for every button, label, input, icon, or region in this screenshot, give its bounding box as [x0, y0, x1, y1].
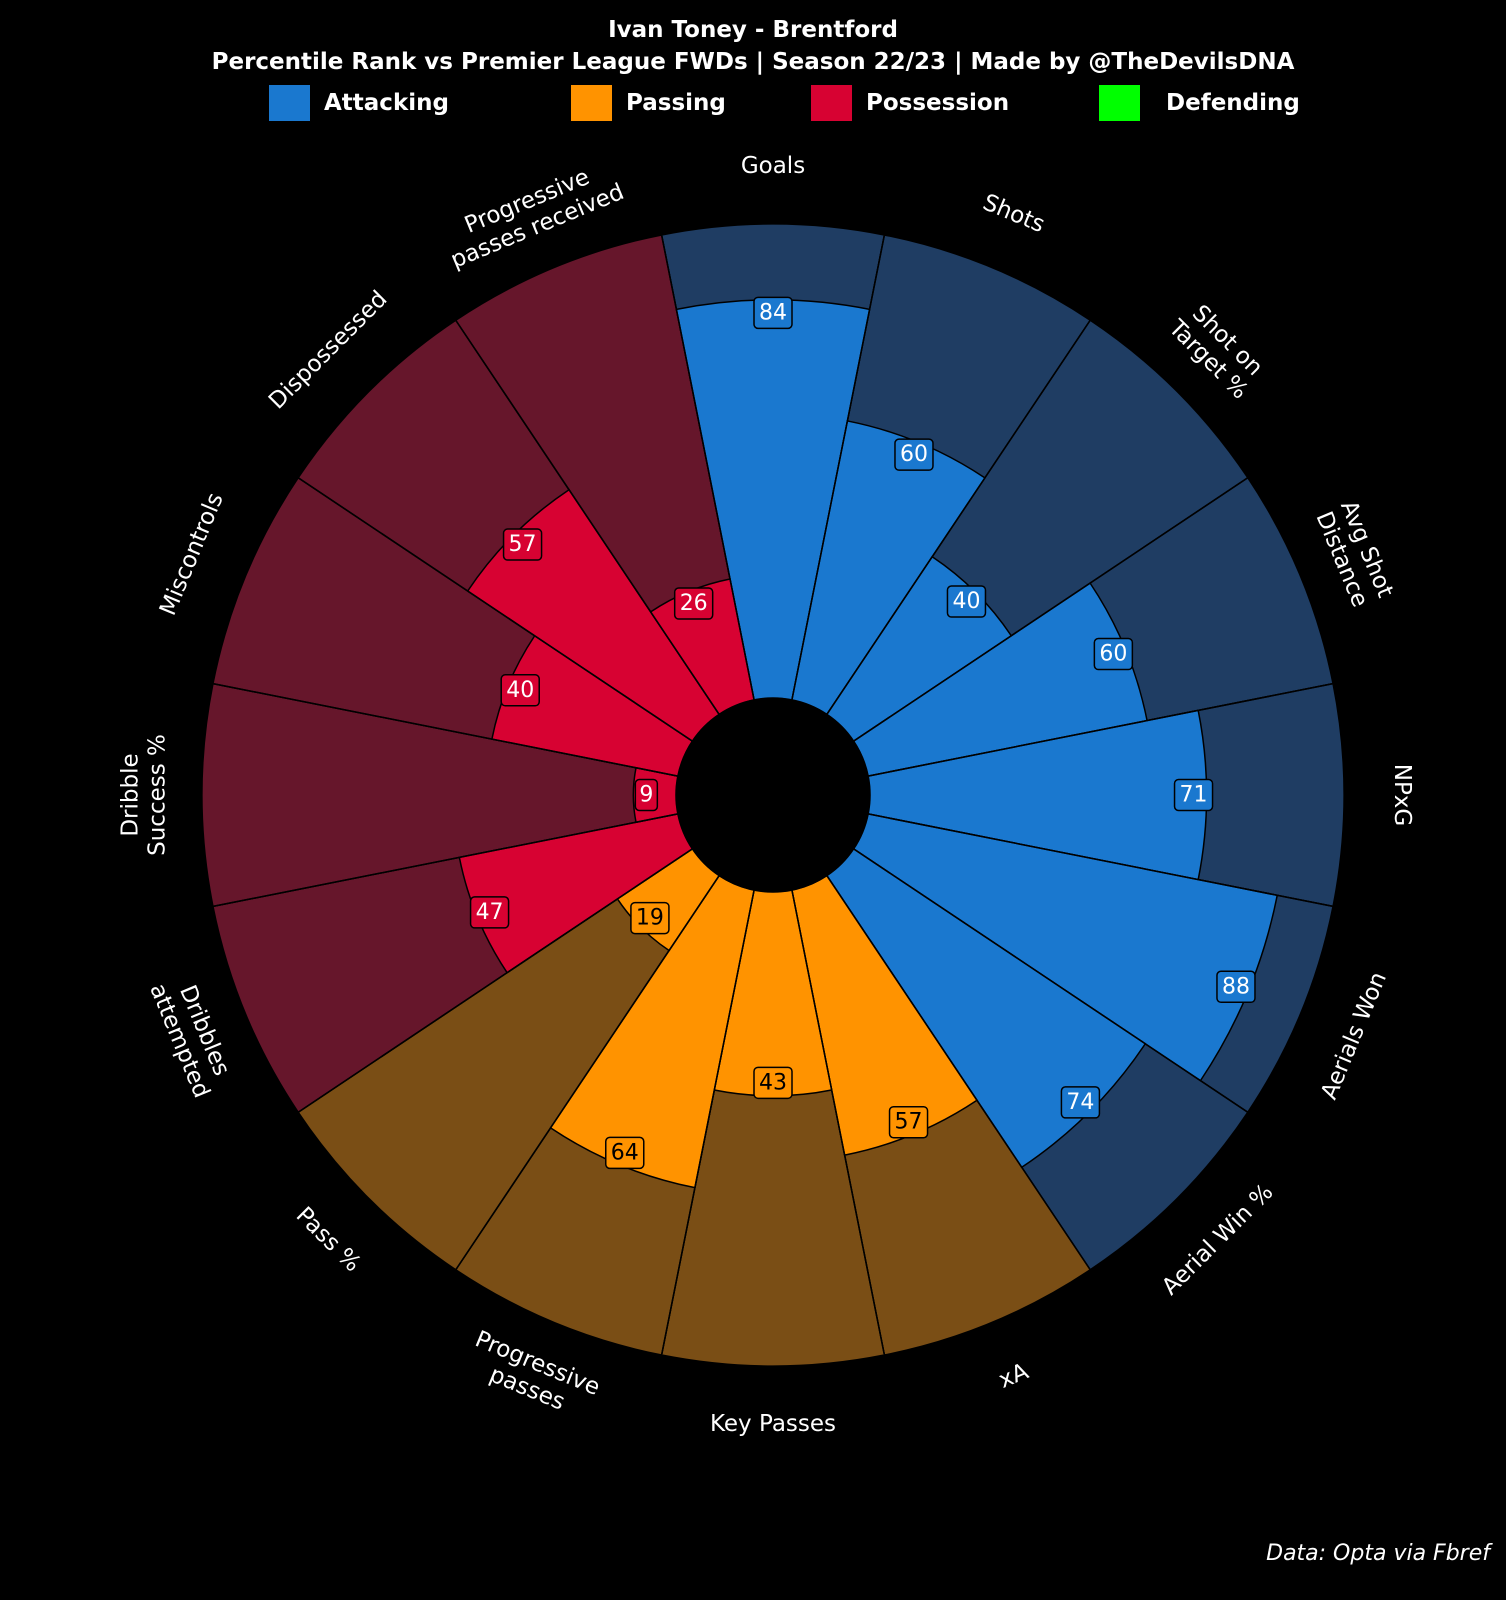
value-label-goals: 84: [753, 296, 793, 330]
value-label-aerials-won: 88: [1216, 970, 1256, 1004]
value-label-text: 43: [759, 1070, 787, 1095]
divider-line: [212, 682, 679, 777]
value-label-text: 60: [900, 442, 928, 467]
legend-swatch-passing: [571, 85, 612, 121]
value-label-key-passes: 43: [753, 1066, 793, 1100]
category-label-xa: xA: [995, 1358, 1032, 1393]
legend-swatch-possession: [811, 85, 852, 121]
legend-label-defending: Defending: [1166, 90, 1300, 116]
value-label-box: [469, 896, 510, 929]
value-label-box: [673, 587, 714, 620]
legend-swatch-attacking: [269, 85, 310, 121]
value-label-dispossessed: 57: [502, 528, 543, 561]
center-hole: [675, 697, 871, 893]
value-label-text: 84: [759, 300, 787, 325]
value-label-shot-on-target: 40: [946, 585, 987, 618]
value-label-text: 88: [1222, 974, 1250, 999]
value-label-shots: 60: [894, 438, 934, 471]
category-label-dribble-success: DribbleSuccess %: [118, 734, 171, 856]
divider-line: [853, 477, 1249, 742]
value-label-box: [500, 674, 540, 707]
legend-swatch-defending: [1099, 85, 1140, 121]
value-label-text: 57: [895, 1110, 923, 1135]
value-label-text: 74: [1066, 1090, 1094, 1115]
divider-line: [867, 682, 1334, 777]
value-label-box: [894, 438, 934, 471]
value-label-miscontrols: 40: [500, 674, 540, 707]
category-label-shot-on-target: Shot onTarget %: [1163, 295, 1272, 404]
legend: Attacking Passing Possession Defending: [0, 85, 1506, 121]
legend-item-attacking: Attacking: [269, 85, 449, 121]
category-label-pass: Pass %: [291, 1202, 366, 1277]
legend-label-possession: Possession: [866, 90, 1010, 116]
value-label-dribble-success: 9: [634, 778, 659, 812]
value-label-avg-shot-distance: 60: [1093, 637, 1134, 671]
value-label-text: 26: [680, 591, 708, 616]
legend-item-defending: Defending: [1099, 85, 1300, 121]
legend-label-attacking: Attacking: [324, 90, 449, 116]
category-label-goals: Goals: [741, 153, 805, 179]
category-label-aerials-won: Aerials Won: [1316, 968, 1392, 1103]
divider-line: [297, 848, 693, 1113]
value-label-xa: 57: [888, 1105, 929, 1139]
divider-line: [297, 477, 693, 742]
value-label-text: 47: [476, 900, 504, 925]
value-label-text: 71: [1180, 783, 1208, 808]
category-label-avg-shot-distance: Avg ShotDistance: [1310, 497, 1398, 612]
value-label-aerial-win: 74: [1060, 1086, 1101, 1119]
value-label-box: [1216, 970, 1256, 1004]
value-label-box: [753, 296, 793, 330]
category-label-progressive-passes: Progressivepasses: [461, 1326, 604, 1426]
divider-line: [826, 319, 1091, 715]
value-label-text: 60: [1099, 642, 1127, 667]
legend-item-passing: Passing: [571, 85, 726, 121]
value-label-pass: 19: [630, 901, 670, 935]
value-label-text: 64: [611, 1140, 639, 1165]
chart-title: Ivan Toney - Brentford: [608, 17, 898, 43]
legend-item-possession: Possession: [811, 85, 1009, 121]
chart-subtitle: Percentile Rank vs Premier League FWDs |…: [211, 49, 1295, 75]
chart-header: Ivan Toney - Brentford Percentile Rank v…: [0, 14, 1506, 78]
value-label-box: [1173, 778, 1214, 812]
value-label-text: 57: [509, 532, 537, 557]
divider-line: [660, 889, 755, 1356]
category-label-shots: Shots: [979, 190, 1048, 239]
value-label-dribbles-attempted: 47: [469, 896, 510, 929]
divider-line: [455, 319, 720, 715]
divider-line: [867, 813, 1334, 908]
value-label-box: [946, 585, 987, 618]
value-labels: 84 60 40 60 71 88 74 57 43 64 19 47 9 40 57 26: [469, 296, 1256, 1170]
category-label-dribbles-attempted: Dribblesattempted: [144, 970, 239, 1102]
value-label-box: [502, 528, 543, 561]
divider-lines: [212, 234, 1334, 1356]
value-label-text: 9: [639, 783, 653, 808]
value-label-box: [1060, 1086, 1101, 1119]
value-label-box: [753, 1066, 793, 1100]
category-label-npxg: NPxG: [1389, 764, 1415, 827]
value-label-box: [634, 778, 659, 812]
divider-line: [455, 875, 720, 1271]
value-label-text: 19: [636, 906, 664, 931]
value-label-box: [630, 901, 670, 935]
value-label-box: [605, 1136, 645, 1170]
divider-line: [791, 234, 886, 701]
divider-line: [660, 234, 755, 701]
value-label-box: [888, 1105, 929, 1139]
category-label-miscontrols: Miscontrols: [155, 489, 229, 619]
value-label-box: [1093, 637, 1134, 671]
value-label-text: 40: [952, 589, 980, 614]
legend-label-passing: Passing: [626, 90, 726, 116]
divider-line: [791, 889, 886, 1356]
data-source-note: Data: Opta via Fbref: [1266, 1541, 1490, 1566]
value-label-progressive-passes-received: 26: [673, 587, 714, 620]
category-label-key-passes: Key Passes: [710, 1411, 836, 1437]
value-label-text: 40: [506, 678, 534, 703]
divider-line: [212, 813, 679, 908]
value-label-npxg: 71: [1173, 778, 1214, 812]
divider-line: [826, 875, 1091, 1271]
divider-line: [853, 848, 1249, 1113]
value-label-progressive-passes: 64: [605, 1136, 645, 1170]
